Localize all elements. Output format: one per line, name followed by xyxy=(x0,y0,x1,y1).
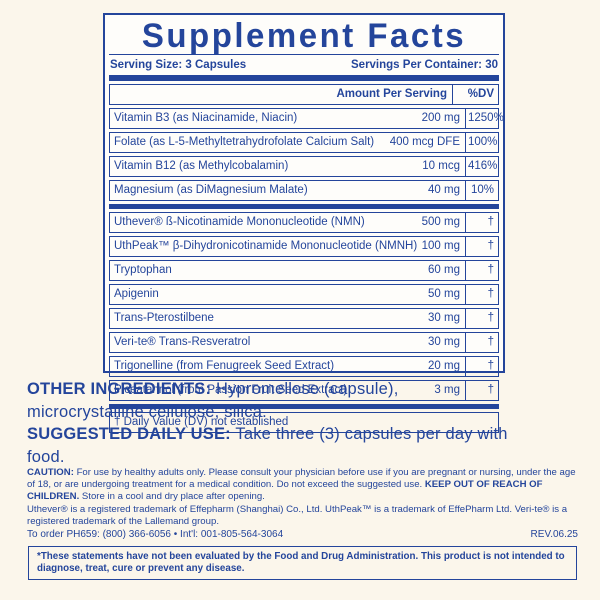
supplement-facts-panel: Supplement Facts Serving Size: 3 Capsule… xyxy=(103,13,505,434)
ingredient-amount: 10 mcg xyxy=(422,159,460,172)
ingredient-dv: † xyxy=(465,284,498,305)
suggested-use-line1: Take three (3) capsules per day with xyxy=(230,425,508,443)
ingredient-dv: † xyxy=(465,332,498,353)
ingredient-row: Folate (as L-5-Methyltetrahydrofolate Ca… xyxy=(109,131,499,154)
other-ingredients-text: OTHER INGREDIENTS: Hypromellose (capsule… xyxy=(27,378,587,423)
ingredient-row: Trigonelline (from Fenugreek Seed Extrac… xyxy=(109,355,499,378)
daily-value-footnote: † Daily Value (DV) not established xyxy=(109,411,499,434)
ingredient-row: Tryptophan 60 mg † xyxy=(109,259,499,282)
ingredient-row: Trans-Pterostilbene 30 mg † xyxy=(109,307,499,330)
ingredient-dv: † xyxy=(465,380,498,401)
ingredient-row: Apigenin 50 mg † xyxy=(109,283,499,306)
ingredient-name: Folate (as L-5-Methyltetrahydrofolate Ca… xyxy=(114,135,375,148)
caution-paragraph: CAUTION: For use by healthy adults only.… xyxy=(27,467,579,502)
ingredient-name: Tryptophan xyxy=(114,263,172,276)
ingredient-name: Vitamin B3 (as Niacinamide, Niacin) xyxy=(114,111,298,124)
ingredient-name: UthPeak™ β-Dihydronicotinamide Mononucle… xyxy=(114,239,418,252)
suggested-use-line2: food. xyxy=(27,447,65,466)
other-ingredients-line2: microcrystalline cellulose, silica. xyxy=(27,402,267,421)
fda-disclaimer-box: *These statements have not been evaluate… xyxy=(28,546,577,580)
ingredient-name: Magnesium (as DiMagnesium Malate) xyxy=(114,183,308,196)
ingredient-name: Apigenin xyxy=(114,287,159,300)
ingredient-dv: † xyxy=(465,308,498,329)
other-ingredients-and-use-section: OTHER INGREDIENTS: Hypromellose (capsule… xyxy=(27,378,587,468)
serving-info-row: Serving Size: 3 Capsules Servings Per Co… xyxy=(109,57,499,75)
ingredient-row: Piceatannol (from Passion Fruit Seed Ext… xyxy=(109,379,499,402)
revision-number: REV.06.25 xyxy=(530,529,578,540)
ingredient-name: Uthever® ß-Nicotinamide Mononucleotide (… xyxy=(114,215,365,228)
ingredient-row: Vitamin B12 (as Methylcobalamin) 10 mcg … xyxy=(109,155,499,178)
thick-section-divider xyxy=(109,203,499,209)
ingredient-dv: † xyxy=(465,260,498,281)
other-ingredients-line1: Hypromellose (capsule), xyxy=(211,380,399,398)
ingredient-dv: 10% xyxy=(465,180,498,201)
ingredient-row: Vitamin B3 (as Niacinamide, Niacin) 200 … xyxy=(109,107,504,130)
ingredient-amount: 400 mcg DFE xyxy=(389,135,460,148)
ingredient-amount: 20 mg xyxy=(428,359,460,372)
ingredient-dv: † xyxy=(465,212,498,233)
other-ingredients-label: OTHER INGREDIENTS: xyxy=(27,380,212,398)
thick-section-divider xyxy=(109,403,499,409)
ingredient-amount: 200 mg xyxy=(421,111,460,124)
trademark-paragraph: Uthever® is a registered trademark of Ef… xyxy=(27,504,568,527)
suggested-use-label: SUGGESTED DAILY USE: xyxy=(27,425,231,443)
ingredient-amount: 30 mg xyxy=(428,311,460,324)
order-info-row: To order PH659: (800) 366-6056 • Int'l: … xyxy=(27,529,578,541)
ingredient-name: Trigonelline (from Fenugreek Seed Extrac… xyxy=(114,359,335,372)
ingredient-amount: 50 mg xyxy=(428,287,460,300)
ingredient-row: Magnesium (as DiMagnesium Malate) 40 mg … xyxy=(109,179,499,202)
order-phone-numbers: To order PH659: (800) 366-6056 • Int'l: … xyxy=(27,529,284,540)
panel-title: Supplement Facts xyxy=(141,15,467,55)
caution-keep-out: KEEP OUT OF REACH OF CHILDREN. xyxy=(27,478,543,502)
ingredient-dv: † xyxy=(465,236,498,257)
ingredient-dv: † xyxy=(465,356,498,377)
servings-per-container: Servings Per Container: 30 xyxy=(351,59,498,71)
ingredient-amount: 500 mg xyxy=(421,215,460,228)
ingredient-name: Vitamin B12 (as Methylcobalamin) xyxy=(114,159,289,172)
ingredient-row: UthPeak™ β-Dihydronicotinamide Mononucle… xyxy=(109,235,499,258)
dv-header: %DV xyxy=(452,84,498,105)
ingredient-amount: 100 mg xyxy=(421,239,460,252)
header-spacer xyxy=(110,85,336,105)
ingredient-rows: Vitamin B3 (as Niacinamide, Niacin) 200 … xyxy=(109,107,504,409)
ingredient-amount: 30 mg xyxy=(428,335,460,348)
ingredient-dv: 100% xyxy=(465,132,498,153)
ingredient-row: Uthever® ß-Nicotinamide Mononucleotide (… xyxy=(109,211,499,234)
suggested-use-text: SUGGESTED DAILY USE: Take three (3) caps… xyxy=(27,423,587,468)
thick-divider-top xyxy=(109,74,499,81)
ingredient-amount: 40 mg xyxy=(428,183,460,196)
caution-storage: Store in a cool and dry place after open… xyxy=(79,490,265,502)
ingredient-amount: 60 mg xyxy=(428,263,460,276)
ingredient-name: Trans-Pterostilbene xyxy=(114,311,214,324)
ingredient-dv: 1250% xyxy=(465,108,504,129)
caution-label: CAUTION: xyxy=(27,467,74,478)
ingredient-dv: 416% xyxy=(465,156,498,177)
ingredient-name: Veri-te® Trans-Resveratrol xyxy=(114,335,251,348)
ingredient-row: Veri-te® Trans-Resveratrol 30 mg † xyxy=(109,331,499,354)
ingredient-amount: 3 mg xyxy=(434,383,460,396)
title-divider xyxy=(109,54,499,55)
amount-per-serving-header: Amount Per Serving xyxy=(336,87,447,100)
caution-body: For use by healthy adults only. Please c… xyxy=(27,467,576,490)
serving-size: Serving Size: 3 Capsules xyxy=(110,59,247,71)
column-header-row: Amount Per Serving %DV xyxy=(109,83,499,106)
ingredient-name: Piceatannol (from Passion Fruit Seed Ext… xyxy=(114,383,348,396)
